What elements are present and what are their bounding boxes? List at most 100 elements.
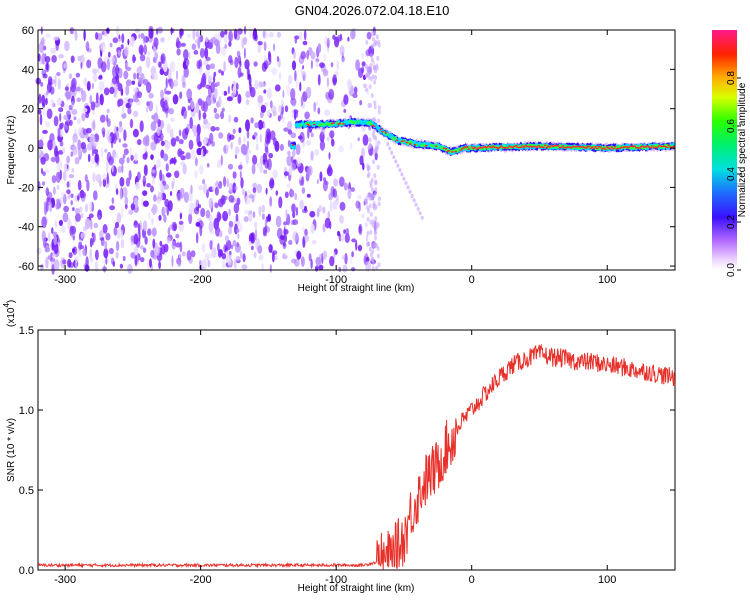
ridge-streak-mark: [388, 146, 392, 151]
noise-mark: [266, 158, 272, 171]
noise-mark: [147, 51, 151, 56]
noise-mark: [152, 72, 159, 81]
noise-mark: [339, 215, 344, 224]
ridge-mark: [465, 146, 469, 148]
y-tick-label: -20: [18, 182, 34, 194]
noise-mark: [86, 81, 91, 91]
noise-mark: [125, 79, 132, 87]
noise-mark: [229, 250, 232, 256]
noise-mark: [197, 84, 202, 90]
noise-mark: [160, 140, 165, 147]
noise-mark: [54, 219, 58, 229]
noise-mark: [324, 217, 331, 229]
noise-mark: [135, 181, 140, 191]
noise-mark: [286, 183, 291, 188]
noise-mark: [224, 44, 228, 49]
noise-mark: [253, 251, 257, 259]
noise-mark: [178, 139, 184, 145]
noise-mark: [332, 34, 336, 40]
noise-mark: [115, 64, 119, 76]
noise-mark: [102, 266, 107, 272]
ridge-mark: [590, 146, 594, 148]
noise-mark: [235, 213, 239, 222]
noise-mark: [153, 164, 157, 170]
noise-mark: [169, 159, 172, 165]
noise-mark: [196, 147, 203, 156]
noise-mark: [288, 240, 293, 245]
noise-mark: [368, 142, 372, 148]
colorbar-ticks: 0.0 0.2 0.4 0.6 0.8: [726, 71, 741, 277]
ridge-mark: [408, 143, 412, 145]
noise-mark: [266, 131, 271, 143]
noise-mark: [343, 182, 348, 191]
noise-mark: [319, 140, 325, 151]
ridge-mark: [595, 147, 599, 150]
noise-mark: [71, 108, 78, 116]
noise-mark: [371, 187, 374, 193]
svg-text:(x104): (x104): [2, 300, 17, 327]
noise-mark: [199, 48, 205, 58]
noise-mark: [50, 98, 55, 107]
snr-ylabel: SNR (10 * v/v): [6, 418, 17, 482]
noise-mark: [44, 168, 50, 174]
noise-mark: [154, 52, 158, 61]
noise-mark: [45, 33, 51, 39]
noise-mark: [242, 253, 246, 263]
noise-mark: [72, 145, 78, 156]
noise-mark: [190, 250, 196, 258]
noise-mark: [339, 201, 346, 211]
noise-mark: [288, 74, 293, 85]
noise-mark: [68, 174, 75, 179]
noise-mark: [318, 204, 323, 213]
snr-scale-suffix: ): [6, 300, 17, 303]
ridge-mark: [519, 146, 523, 149]
noise-mark: [204, 47, 209, 59]
ridge-mark: [447, 150, 451, 152]
noise-mark: [99, 230, 104, 238]
noise-mark: [347, 188, 352, 200]
noise-mark: [127, 38, 130, 46]
noise-mark: [223, 61, 226, 72]
noise-mark: [125, 177, 131, 187]
noise-mark: [106, 118, 111, 128]
snr-x-ticks: -300 -200 -100 0 100: [54, 330, 616, 586]
ridge-mark: [603, 148, 607, 150]
noise-mark: [124, 62, 129, 67]
noise-mark: [224, 235, 229, 242]
noise-mark: [138, 33, 141, 39]
noise-mark: [197, 37, 201, 49]
noise-mark: [362, 134, 369, 146]
noise-mark: [369, 63, 373, 68]
noise-mark: [246, 128, 250, 139]
noise-mark: [375, 265, 379, 271]
noise-mark: [50, 47, 57, 54]
noise-mark: [175, 136, 180, 142]
frequency-ridge-layer: [290, 117, 675, 220]
noise-mark: [228, 195, 235, 203]
noise-mark: [100, 43, 106, 53]
ridge-mark: [307, 124, 311, 127]
noise-mark: [245, 152, 249, 165]
noise-mark: [365, 49, 371, 57]
noise-mark: [132, 56, 137, 62]
noise-mark: [272, 169, 278, 179]
noise-mark: [73, 116, 77, 121]
noise-mark: [372, 116, 376, 122]
noise-mark: [91, 82, 94, 90]
noise-mark: [76, 195, 80, 201]
noise-mark: [261, 213, 265, 220]
ridge-mark: [498, 146, 501, 149]
noise-mark: [315, 256, 322, 266]
ridge-mark: [338, 122, 342, 125]
ridge-mark: [402, 140, 406, 142]
noise-mark: [347, 36, 350, 42]
noise-mark: [45, 97, 48, 106]
noise-mark: [324, 35, 328, 47]
noise-mark: [92, 172, 96, 183]
noise-mark: [264, 54, 267, 62]
noise-mark: [357, 137, 360, 142]
noise-mark: [193, 207, 200, 215]
noise-mark: [75, 72, 81, 78]
noise-mark: [221, 107, 225, 112]
noise-mark: [182, 163, 187, 175]
